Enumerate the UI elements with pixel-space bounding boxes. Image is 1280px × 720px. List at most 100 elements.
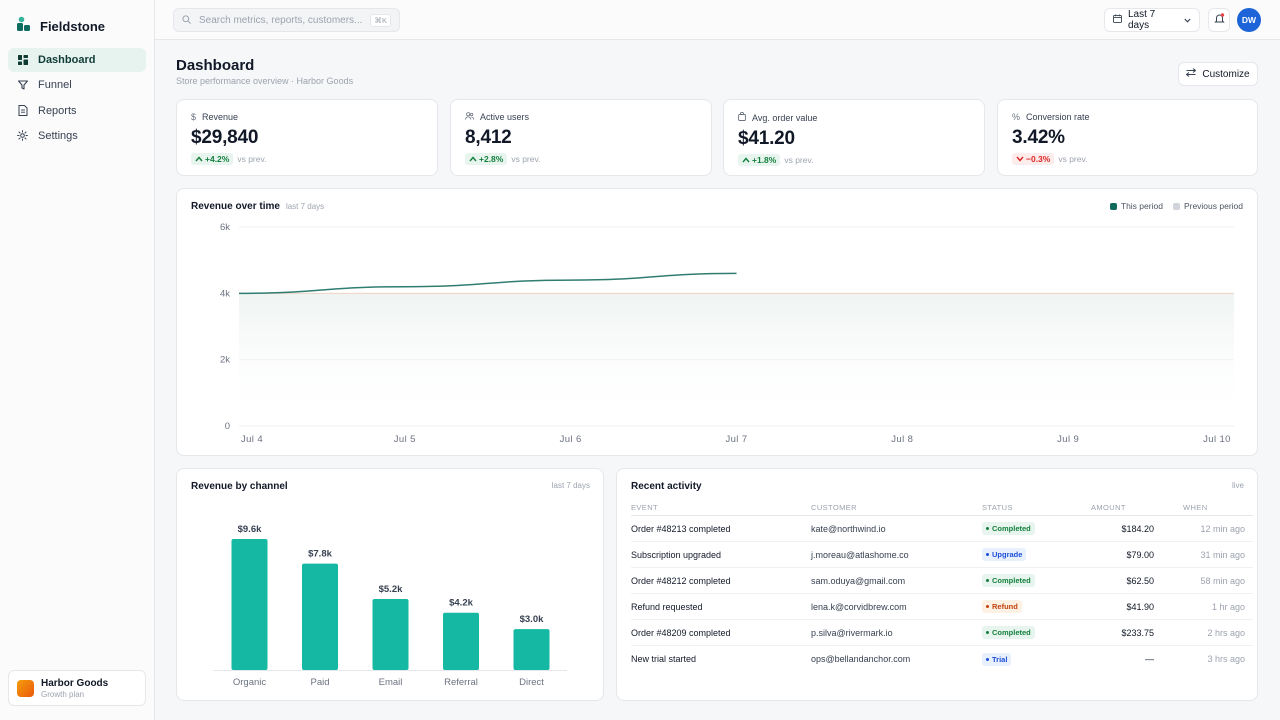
table-row[interactable]: Order #48209 completed p.silva@rivermark…	[631, 620, 1253, 646]
bar	[231, 539, 268, 670]
x-tick-label: Jul 6	[560, 434, 582, 445]
kpi-label: Avg. order value	[752, 112, 818, 123]
channel-chart-card: Revenue by channel last 7 days $9.6k Orga…	[176, 468, 604, 701]
bar-category-label: Referral	[444, 677, 478, 688]
legend-item-this-period[interactable]: This period	[1109, 201, 1163, 211]
sidebar-item-funnel[interactable]: Funnel	[8, 73, 146, 97]
table-row[interactable]: New trial started ops@bellandanchor.com …	[631, 646, 1253, 672]
arrow-up-icon	[742, 157, 750, 163]
kpi-vs: vs prev.	[1058, 154, 1088, 164]
x-tick-label: Jul 7	[725, 434, 747, 445]
column-header[interactable]: STATUS	[982, 503, 1013, 512]
kpi-card-revenue[interactable]: $ Revenue $29,840 +4.2% vs prev.	[176, 99, 438, 176]
column-header[interactable]: AMOUNT	[1091, 503, 1126, 512]
date-range-label: Last 7 days	[1128, 9, 1156, 31]
status-badge: Upgrade	[982, 548, 1027, 561]
chart-range: last 7 days	[551, 481, 590, 490]
customer-cell: ops@bellandanchor.com	[811, 654, 911, 664]
x-tick-label: Jul 5	[394, 434, 416, 445]
kpi-delta-badge: +4.2%	[191, 153, 234, 165]
sidebar-item-label: Reports	[38, 104, 77, 117]
sidebar-item-reports[interactable]: Reports	[8, 99, 146, 123]
bar-value-label: $3.0k	[520, 614, 544, 625]
arrow-up-icon	[469, 156, 477, 162]
chart-legend: This period Previous period	[1109, 201, 1243, 211]
kpi-card-conversion-rate[interactable]: % Conversion rate 3.42% −0.3% vs prev.	[997, 99, 1258, 176]
status-badge: Refund	[982, 600, 1022, 613]
org-logo	[17, 679, 34, 697]
calendar-icon	[1113, 14, 1122, 26]
x-tick-label: Jul 8	[891, 434, 913, 445]
bar-value-label: $4.2k	[449, 598, 473, 609]
notifications-button[interactable]	[1208, 8, 1230, 32]
table-row[interactable]: Order #48213 completed kate@northwind.io…	[631, 516, 1253, 542]
status-badge: Trial	[982, 652, 1012, 666]
percent-icon: %	[1012, 112, 1021, 122]
bar-value-label: $7.8k	[308, 549, 332, 560]
column-header[interactable]: WHEN	[1183, 503, 1208, 512]
kpi-delta-badge: +1.8%	[738, 154, 781, 166]
legend-swatch	[1172, 202, 1180, 210]
kpi-delta: +2.8%	[479, 154, 504, 164]
when-cell: 12 min ago	[1200, 523, 1245, 534]
kpi-label: Active users	[480, 112, 530, 122]
kpi-delta-badge: +2.8%	[465, 153, 508, 165]
customize-button[interactable]: Customize	[1178, 62, 1258, 86]
kpi-value: $29,840	[191, 127, 259, 148]
avatar[interactable]: DW	[1237, 8, 1261, 32]
table-row[interactable]: Refund requested lena.k@corvidbrew.com R…	[631, 594, 1253, 620]
org-switcher[interactable]: Harbor Goods Growth plan	[8, 670, 146, 706]
when-cell: 58 min ago	[1200, 575, 1245, 586]
legend-label: Previous period	[1183, 201, 1243, 211]
bar	[372, 599, 409, 670]
kpi-delta: −0.3%	[1026, 154, 1051, 164]
status-label: Refund	[992, 602, 1018, 611]
when-cell: 2 hrs ago	[1207, 627, 1245, 638]
chart-subtitle: last 7 days	[285, 202, 325, 211]
users-icon	[465, 112, 474, 122]
event-cell: New trial started	[631, 654, 697, 664]
y-tick-label: 6k	[220, 222, 230, 233]
amount-cell: $41.90	[1126, 601, 1154, 612]
dashboard-icon	[17, 55, 28, 66]
kpi-value: 3.42%	[1012, 127, 1065, 148]
x-tick-label: Jul 10	[1203, 434, 1231, 445]
kpi-value: 8,412	[465, 127, 512, 148]
sidebar-item-dashboard[interactable]: Dashboard	[8, 48, 146, 72]
customer-cell: sam.oduya@gmail.com	[811, 575, 906, 586]
customer-cell: j.moreau@atlashome.co	[811, 549, 909, 560]
org-plan: Growth plan	[41, 689, 85, 699]
chart-title: Revenue by channel	[191, 481, 288, 492]
bar-value-label: $9.6k	[238, 524, 262, 535]
kpi-label: Revenue	[202, 112, 239, 122]
status-badge: Completed	[982, 522, 1035, 535]
bag-icon	[738, 111, 746, 123]
kpi-card-avg-order-value[interactable]: Avg. order value $41.20 +1.8% vs prev.	[723, 99, 985, 176]
kpi-vs: vs prev.	[237, 154, 267, 164]
y-tick-label: 0	[225, 421, 230, 432]
kpi-vs: vs prev.	[511, 154, 541, 164]
previous-period-area	[239, 293, 1234, 426]
revenue-line-chart: 0 2k 4k 6k Jul 4 Jul 5 Jul 6 Jul 7 Jul 8 Jul 9 Jul…	[220, 222, 1234, 445]
date-range-select[interactable]: Last 7 days	[1104, 8, 1200, 32]
bar-category-label: Paid	[310, 677, 329, 688]
y-tick-label: 4k	[220, 288, 230, 299]
page-title: Dashboard	[176, 57, 255, 74]
kpi-label: Conversion rate	[1026, 112, 1090, 122]
brand[interactable]: Fieldstone	[16, 16, 105, 37]
amount-cell: $233.75	[1121, 627, 1154, 638]
legend-item-previous-period[interactable]: Previous period	[1172, 201, 1243, 211]
table-row[interactable]: Order #48212 completed sam.oduya@gmail.c…	[631, 568, 1253, 594]
table-row[interactable]: Subscription upgraded j.moreau@atlashome…	[631, 542, 1253, 568]
column-header[interactable]: CUSTOMER	[811, 503, 857, 512]
search-input[interactable]: Search metrics, reports, customers... ⌘K	[173, 8, 400, 32]
topbar: Search metrics, reports, customers... ⌘K…	[155, 0, 1280, 40]
kpi-card-active-users[interactable]: Active users 8,412 +2.8% vs prev.	[450, 99, 712, 176]
when-cell: 31 min ago	[1200, 549, 1245, 560]
sidebar-item-label: Funnel	[38, 79, 72, 92]
amount-cell: —	[1145, 654, 1154, 664]
bar-category-label: Organic	[233, 677, 267, 688]
sidebar-item-settings[interactable]: Settings	[8, 124, 146, 148]
live-indicator: live	[1231, 481, 1244, 490]
column-header[interactable]: EVENT	[631, 503, 659, 512]
